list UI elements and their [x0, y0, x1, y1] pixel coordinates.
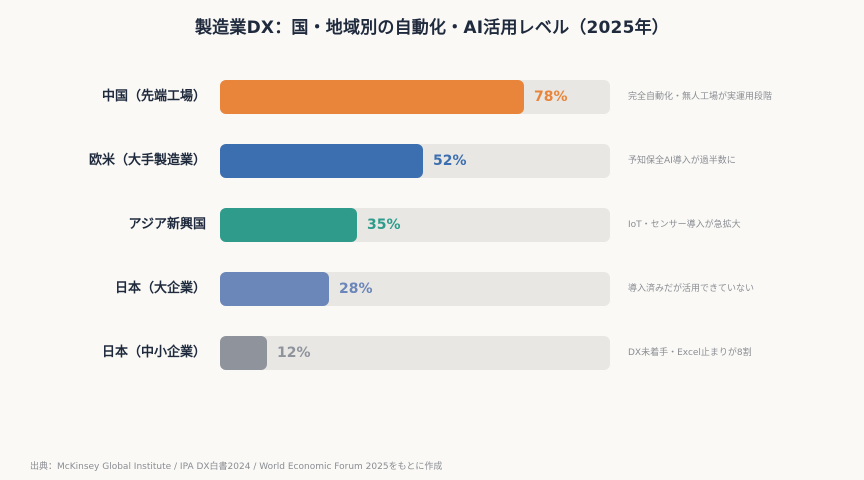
bar — [220, 80, 524, 114]
bar — [220, 272, 329, 306]
annotation: 予知保全AI導入が過半数に — [628, 156, 736, 166]
data-label: 28% — [339, 281, 373, 297]
bar-row: 日本（大企業） 28% 導入済みだが活用できていない — [0, 272, 864, 306]
data-label: 78% — [534, 89, 568, 105]
bar — [220, 208, 357, 242]
bar-track: 78% — [220, 80, 610, 114]
bar-track: 28% — [220, 272, 610, 306]
data-label: 35% — [367, 217, 401, 233]
category-label: 日本（大企業） — [114, 281, 206, 296]
bar-row: アジア新興国 35% IoT・センサー導入が急拡大 — [0, 208, 864, 242]
chart-title: 製造業DX：国・地域別の自動化・AI活用レベル（2025年） — [194, 18, 669, 38]
bar-track: 12% — [220, 336, 610, 370]
data-label: 12% — [277, 345, 311, 361]
bar-row: 中国（先端工場） 78% 完全自動化・無人工場が実運用段階 — [0, 80, 864, 114]
source-note: 出典：McKinsey Global Institute / IPA DX白書2… — [30, 462, 443, 472]
bar-row: 日本（中小企業） 12% DX未着手・Excel止まりが8割 — [0, 336, 864, 370]
category-label: 日本（中小企業） — [101, 345, 206, 360]
bar-row: 欧米（大手製造業） 52% 予知保全AI導入が過半数に — [0, 144, 864, 178]
annotation: 導入済みだが活用できていない — [628, 284, 755, 294]
annotation: DX未着手・Excel止まりが8割 — [628, 348, 752, 358]
bar — [220, 144, 423, 178]
category-label: 中国（先端工場） — [101, 89, 206, 104]
bar-track: 52% — [220, 144, 610, 178]
bar — [220, 336, 267, 370]
category-label: 欧米（大手製造業） — [88, 153, 206, 168]
category-label: アジア新興国 — [128, 217, 206, 232]
bar-track: 35% — [220, 208, 610, 242]
annotation: IoT・センサー導入が急拡大 — [628, 220, 741, 230]
data-label: 52% — [433, 153, 467, 169]
annotation: 完全自動化・無人工場が実運用段階 — [628, 92, 773, 102]
